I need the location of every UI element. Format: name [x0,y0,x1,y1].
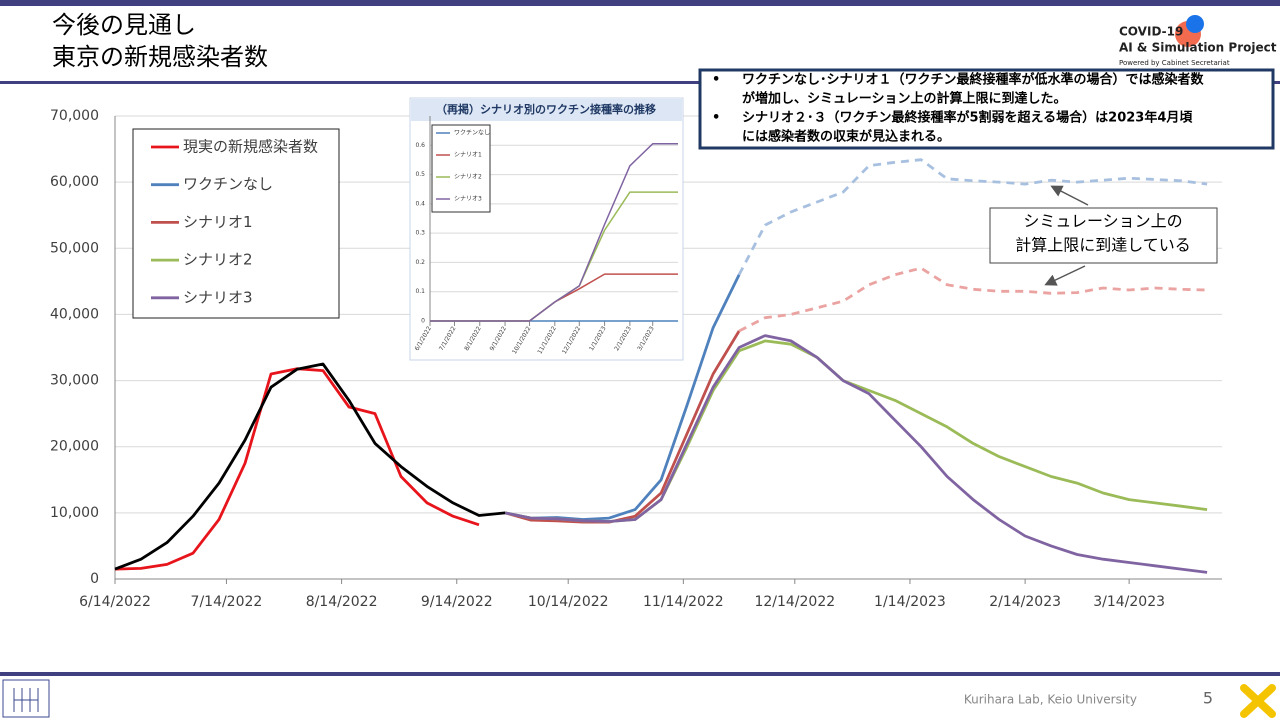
y-tick-label: 60,000 [50,174,99,190]
legend-label: ワクチンなし [183,175,273,193]
notes-box [698,68,1275,150]
y-tick-label: 40,000 [50,306,99,322]
main-chart: 0 10,000 20,000 30,000 40,000 50,000 60,000 70,… [50,108,1222,610]
logo-dot [1186,15,1204,33]
series-line [114,362,506,571]
y-tick-label: 0.3 [415,230,425,237]
x-tick-label: 6/14/2022 [79,594,151,610]
y-tick-label: 50,000 [50,240,99,256]
lab-logo-mark [13,688,39,712]
note-line: には感染者数の収束が見込まれる。 [742,129,950,145]
y-tick-label: 0.5 [415,171,425,178]
note-line: が増加し、シミュレーション上の計算上限に到達した。 [742,91,1066,107]
x-tick-label: 9/14/2022 [421,594,493,610]
x-tick-label: 11/14/2022 [643,594,724,610]
series-line [737,158,1208,276]
title-line: 東京の新規感染者数 [52,43,268,71]
annotation-line: 計算上限に到達している [1015,236,1191,255]
note-line: ワクチンなし･シナリオ１（ワクチン最終接種率が低水準の場合）では感染者数 [742,72,1205,88]
y-tick-label: 0 [90,571,99,587]
x-tick-label: 1/14/2023 [874,594,946,610]
legend-label: シナリオ2 [183,251,253,269]
note-line: シナリオ２･３（ワクチン最終接種率が5割弱を超える場合）は2023年4月頃 [742,110,1193,126]
series-line [504,334,1208,574]
y-tick-label: 10,000 [50,505,99,521]
lab-logo [2,679,50,718]
series-line [504,339,1208,523]
legend-label: シナリオ3 [454,196,482,203]
logo-project: AI & Simulation Project [1119,41,1277,55]
x-tick-label: 12/14/2022 [754,594,835,610]
corner-logo [1240,684,1276,718]
annotation-box [989,207,1218,264]
top-bar [0,0,1280,6]
series-line [738,266,1208,333]
bullet: • [712,73,720,88]
y-tick-label: 0.1 [415,288,425,295]
annotation-arrow [1050,185,1089,206]
x-tick-label: 7/14/2022 [191,594,263,610]
annotation-arrow [1044,265,1086,286]
legend-label: ワクチンなし [454,130,490,137]
x-tick-label: 10/14/2022 [528,594,609,610]
y-tick-label: 70,000 [50,108,99,124]
y-tick-label: 0.6 [415,142,425,149]
logo-name: COVID-19 [1119,25,1183,39]
annotation-line: シミュレーション上の [1023,212,1182,231]
logo-sponsor: Powered by Cabinet Secretariat [1119,59,1230,67]
inset-title-band [411,99,682,121]
legend-label: シナリオ2 [454,174,482,181]
y-tick-label: 0 [421,318,425,325]
footer-lab: Kurihara Lab, Keio University [964,693,1137,707]
y-tick-label: 0.2 [415,259,425,266]
inset-title: （再掲）シナリオ別のワクチン接種率の推移 [436,102,656,116]
legend-label: 現実の新規感染者数 [183,138,318,156]
x-tick-label: 3/14/2023 [1093,594,1165,610]
footer-bar [0,672,1280,676]
x-tick-label: 2/14/2023 [989,594,1061,610]
y-tick-label: 20,000 [50,439,99,455]
title-line: 今後の見通し [52,11,196,39]
bullet: • [712,111,720,126]
y-tick-label: 30,000 [50,373,99,389]
x-tick-label: 8/14/2022 [306,594,378,610]
legend-label: シナリオ3 [183,288,253,306]
series-line [430,143,678,322]
legend-label: シナリオ1 [183,213,253,231]
y-tick-label: 0.4 [415,200,425,207]
header-rule [0,81,1280,84]
legend-label: シナリオ1 [454,152,482,159]
page-number: 5 [1203,689,1213,708]
legend-box [431,124,491,213]
